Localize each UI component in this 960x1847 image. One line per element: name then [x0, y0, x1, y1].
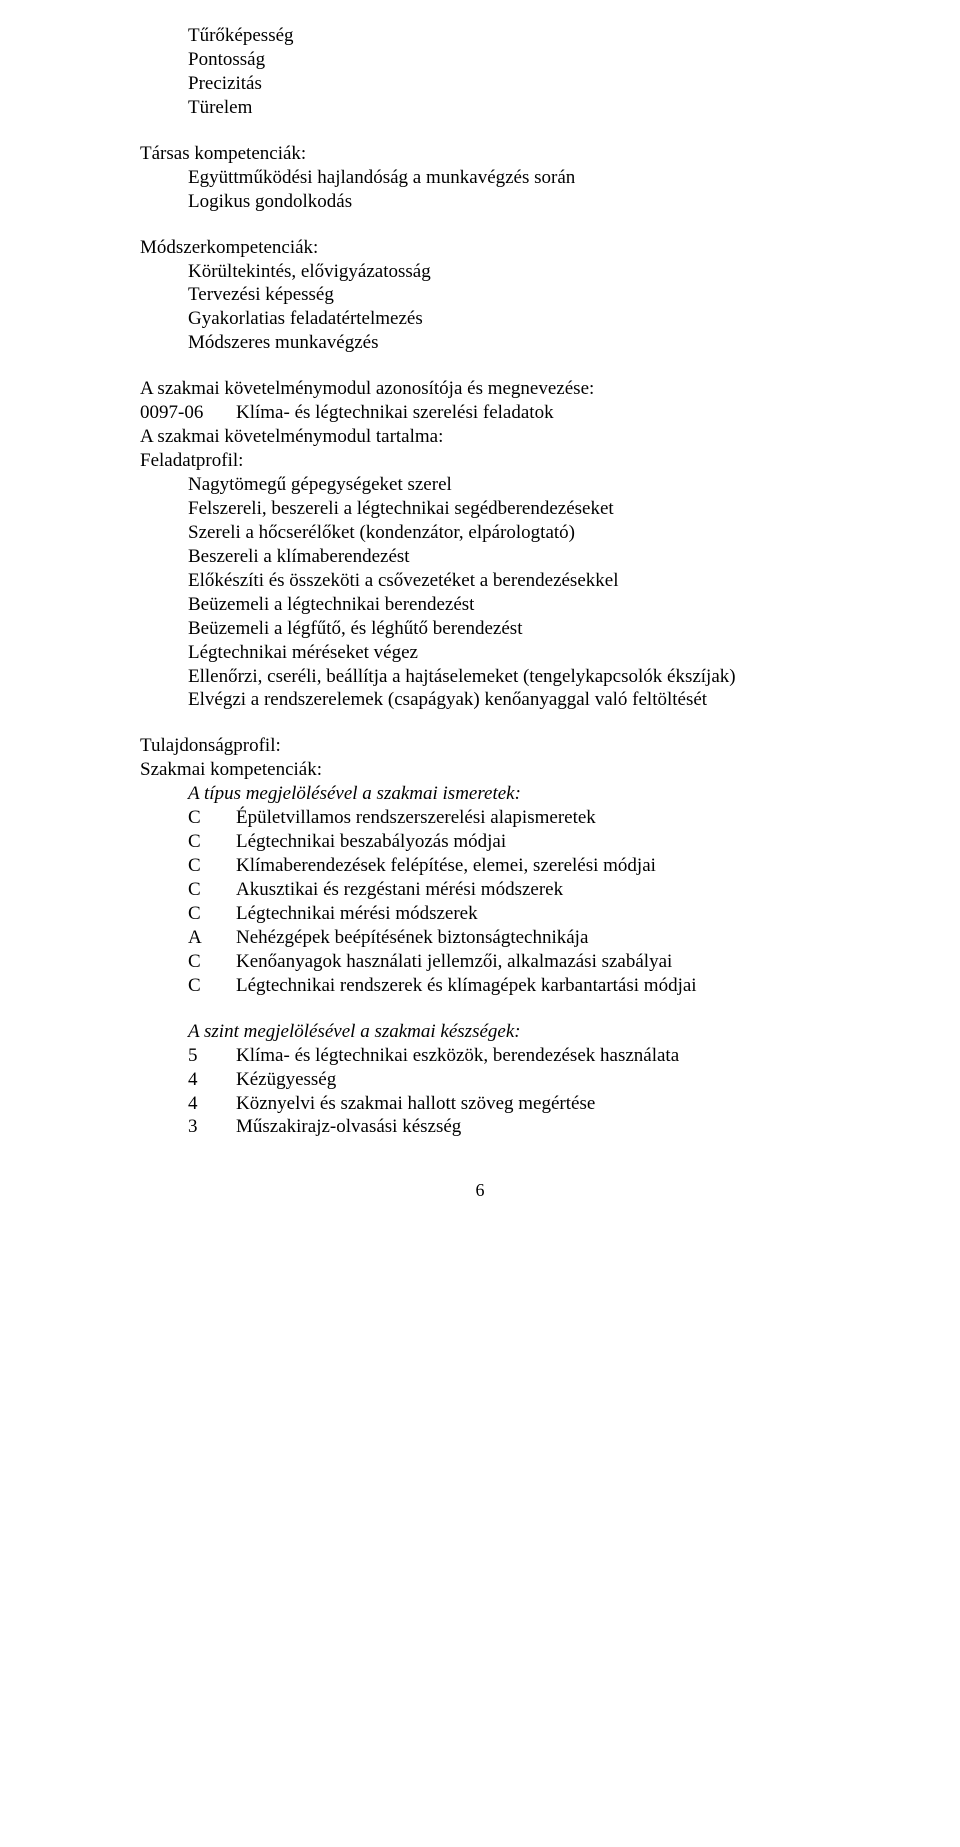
task-item: Légtechnikai méréseket végez	[188, 641, 820, 665]
knowledge-code: C	[188, 830, 236, 854]
section-social-competencies: Társas kompetenciák: Együttműködési hajl…	[140, 142, 820, 214]
section-property-profile: Tulajdonságprofil: Szakmai kompetenciák:…	[140, 734, 820, 1139]
task-item: Előkészíti és összeköti a csővezetéket a…	[188, 569, 820, 593]
section-module-requirements: A szakmai követelménymodul azonosítója é…	[140, 377, 820, 712]
competency-item: Tervezési képesség	[188, 283, 820, 307]
trait-item: Tűrőképesség	[188, 24, 820, 48]
knowledge-code: C	[188, 974, 236, 998]
knowledge-code: C	[188, 902, 236, 926]
competency-item: Logikus gondolkodás	[188, 190, 820, 214]
skill-text: Kézügyesség	[236, 1068, 820, 1092]
knowledge-item: C Légtechnikai mérési módszerek	[188, 902, 820, 926]
module-code: 0097-06	[140, 401, 236, 425]
task-item: Elvégzi a rendszerelemek (csapágyak) ken…	[188, 688, 820, 712]
skill-text: Köznyelvi és szakmai hallott szöveg megé…	[236, 1092, 820, 1116]
competency-item: Körültekintés, elővigyázatosság	[188, 260, 820, 284]
knowledge-code: C	[188, 806, 236, 830]
knowledge-item: C Kenőanyagok használati jellemzői, alka…	[188, 950, 820, 974]
section-heading: Társas kompetenciák:	[140, 142, 820, 166]
task-item: Beüzemeli a légtechnikai berendezést	[188, 593, 820, 617]
skill-text: Műszakirajz-olvasási készség	[236, 1115, 820, 1139]
page-number: 6	[140, 1179, 820, 1202]
competency-item: Gyakorlatias feladatértelmezés	[188, 307, 820, 331]
knowledge-item: C Akusztikai és rezgéstani mérési módsze…	[188, 878, 820, 902]
knowledge-text: Klímaberendezések felépítése, elemei, sz…	[236, 854, 820, 878]
skill-item: 4 Kézügyesség	[188, 1068, 820, 1092]
skill-item: 4 Köznyelvi és szakmai hallott szöveg me…	[188, 1092, 820, 1116]
skill-item: 3 Műszakirajz-olvasási készség	[188, 1115, 820, 1139]
skill-item: 5 Klíma- és légtechnikai eszközök, beren…	[188, 1044, 820, 1068]
task-item: Felszereli, beszereli a légtechnikai seg…	[188, 497, 820, 521]
trait-item: Precizitás	[188, 72, 820, 96]
knowledge-code: A	[188, 926, 236, 950]
knowledge-text: Akusztikai és rezgéstani mérési módszere…	[236, 878, 820, 902]
knowledge-types-heading: A típus megjelölésével a szakmai ismeret…	[188, 782, 820, 806]
skill-code: 4	[188, 1068, 236, 1092]
module-name: Klíma- és légtechnikai szerelési feladat…	[236, 401, 554, 425]
knowledge-code: C	[188, 878, 236, 902]
module-id-heading: A szakmai követelménymodul azonosítója é…	[140, 377, 820, 401]
knowledge-text: Nehézgépek beépítésének biztonságtechnik…	[236, 926, 820, 950]
skill-levels-heading: A szint megjelölésével a szakmai készség…	[188, 1020, 820, 1044]
task-profile-heading: Feladatprofil:	[140, 449, 820, 473]
task-item: Szereli a hőcserélőket (kondenzátor, elp…	[188, 521, 820, 545]
skill-text: Klíma- és légtechnikai eszközök, berende…	[236, 1044, 820, 1068]
knowledge-item: A Nehézgépek beépítésének biztonságtechn…	[188, 926, 820, 950]
knowledge-item: C Légtechnikai beszabályozás módjai	[188, 830, 820, 854]
section-method-competencies: Módszerkompetenciák: Körültekintés, előv…	[140, 236, 820, 356]
knowledge-item: C Klímaberendezések felépítése, elemei, …	[188, 854, 820, 878]
competency-item: Módszeres munkavégzés	[188, 331, 820, 355]
trait-item: Türelem	[188, 96, 820, 120]
module-content-heading: A szakmai követelménymodul tartalma:	[140, 425, 820, 449]
task-item: Beszereli a klímaberendezést	[188, 545, 820, 569]
module-id-line: 0097-06 Klíma- és légtechnikai szerelési…	[140, 401, 820, 425]
knowledge-item: C Légtechnikai rendszerek és klímagépek …	[188, 974, 820, 998]
trait-list-1: Tűrőképesség Pontosság Precizitás Türele…	[140, 24, 820, 120]
skill-code: 5	[188, 1044, 236, 1068]
knowledge-code: C	[188, 950, 236, 974]
knowledge-code: C	[188, 854, 236, 878]
knowledge-text: Légtechnikai beszabályozás módjai	[236, 830, 820, 854]
competency-item: Együttműködési hajlandóság a munkavégzés…	[188, 166, 820, 190]
property-profile-heading: Tulajdonságprofil:	[140, 734, 820, 758]
task-item: Ellenőrzi, cseréli, beállítja a hajtásel…	[188, 665, 820, 689]
knowledge-text: Légtechnikai mérési módszerek	[236, 902, 820, 926]
knowledge-text: Épületvillamos rendszerszerelési alapism…	[236, 806, 820, 830]
trait-item: Pontosság	[188, 48, 820, 72]
skill-code: 3	[188, 1115, 236, 1139]
knowledge-item: C Épületvillamos rendszerszerelési alapi…	[188, 806, 820, 830]
knowledge-text: Légtechnikai rendszerek és klímagépek ka…	[236, 974, 820, 998]
professional-competencies-heading: Szakmai kompetenciák:	[140, 758, 820, 782]
knowledge-text: Kenőanyagok használati jellemzői, alkalm…	[236, 950, 820, 974]
section-heading: Módszerkompetenciák:	[140, 236, 820, 260]
task-item: Beüzemeli a légfűtő, és léghűtő berendez…	[188, 617, 820, 641]
document-page: Tűrőképesség Pontosság Precizitás Türele…	[0, 0, 960, 1847]
task-item: Nagytömegű gépegységeket szerel	[188, 473, 820, 497]
skill-code: 4	[188, 1092, 236, 1116]
